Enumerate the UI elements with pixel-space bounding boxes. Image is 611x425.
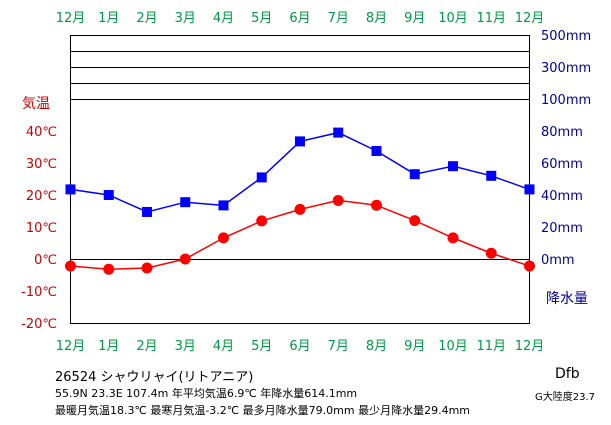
station-stats-line2: 最暖月気温18.3℃ 最寒月気温-3.2℃ 最多月降水量79.0mm 最少月降水… — [55, 404, 470, 417]
month-labels-bottom: 12月 1月 2月 3月 4月 5月 6月 7月 8月 9月 10月 11月 12月 — [56, 339, 545, 354]
precipitation-series — [65, 127, 535, 217]
month-label-bottom: 7月 — [328, 339, 349, 354]
month-label-bottom: 1月 — [98, 339, 119, 354]
month-label-top: 12月 — [515, 11, 545, 26]
temperature-point — [256, 215, 268, 227]
month-label-top: 8月 — [366, 11, 387, 26]
month-label-bottom: 3月 — [175, 339, 196, 354]
month-label-top: 1月 — [98, 11, 119, 26]
left-tick-label: 20℃ — [26, 189, 57, 204]
right-tick-label: 60mm — [541, 157, 583, 172]
month-label-top: 4月 — [213, 11, 234, 26]
right-tick-label: 40mm — [541, 189, 583, 204]
temperature-point — [371, 199, 382, 211]
left-tick-label: 40℃ — [26, 125, 57, 140]
month-label-bottom: 2月 — [136, 339, 157, 354]
month-labels-top: 12月 1月 2月 3月 4月 5月 6月 7月 8月 9月 10月 11月 12月 — [56, 11, 545, 26]
month-label-bottom: 6月 — [289, 339, 310, 354]
precipitation-point — [524, 184, 535, 195]
temperature-point — [141, 262, 153, 274]
precipitation-point — [333, 127, 344, 138]
precipitation-point — [65, 184, 76, 195]
precipitation-point — [295, 136, 305, 147]
month-label-bottom: 12月 — [515, 339, 545, 354]
grid-lines — [70, 35, 530, 260]
temperature-point — [65, 260, 76, 272]
left-tick-label: 10℃ — [26, 221, 57, 236]
month-label-top: 6月 — [289, 11, 310, 26]
right-tick-label: 0mm — [541, 253, 575, 268]
month-label-bottom: 8月 — [366, 339, 387, 354]
left-axis-ticks: 40℃ 30℃ 20℃ 10℃ 0℃ -10℃ -20℃ — [21, 125, 57, 332]
left-axis-title: 気温 — [22, 96, 50, 112]
temperature-series — [65, 194, 535, 275]
precipitation-point — [142, 206, 152, 217]
precipitation-point — [103, 190, 114, 200]
continentality: G大陸度23.7 — [535, 392, 596, 403]
right-tick-label: 20mm — [541, 221, 583, 236]
month-label-top: 12月 — [56, 11, 86, 26]
right-axis-ticks: 0mm 20mm 40mm 60mm 80mm 100mm 300mm 500mm — [541, 29, 591, 268]
month-label-bottom: 11月 — [476, 339, 506, 354]
left-tick-label: 30℃ — [26, 157, 57, 172]
temperature-point — [103, 263, 115, 275]
month-label-top: 5月 — [251, 11, 272, 26]
right-tick-label: 300mm — [541, 61, 591, 76]
month-label-top: 7月 — [328, 11, 349, 26]
temperature-point — [524, 260, 535, 272]
precipitation-point — [256, 172, 267, 183]
temperature-point — [179, 253, 191, 265]
month-label-bottom: 9月 — [404, 339, 425, 354]
temperature-point — [409, 215, 421, 227]
precipitation-point — [409, 169, 420, 180]
month-label-top: 10月 — [438, 11, 468, 26]
left-tick-label: -10℃ — [21, 285, 57, 300]
month-label-bottom: 5月 — [251, 339, 272, 354]
month-label-top: 2月 — [136, 11, 157, 26]
plot-area-frame — [70, 35, 530, 324]
month-label-top: 9月 — [404, 11, 425, 26]
precipitation-point — [180, 197, 191, 208]
station-name: 26524 シャウリャイ(リトアニア) — [55, 370, 254, 385]
month-label-bottom: 4月 — [213, 339, 234, 354]
left-tick-label: -20℃ — [21, 317, 57, 332]
climate-class: Dfb — [555, 366, 580, 382]
temperature-point — [447, 232, 459, 244]
right-axis-title: 降水量 — [546, 291, 588, 307]
month-label-top: 11月 — [476, 11, 506, 26]
precipitation-point — [486, 170, 497, 181]
precipitation-point — [371, 146, 382, 156]
right-tick-label: 80mm — [541, 125, 583, 140]
month-label-top: 3月 — [175, 11, 196, 26]
right-tick-label: 500mm — [541, 29, 591, 44]
precipitation-point — [448, 161, 458, 172]
temperature-point — [218, 232, 229, 244]
month-label-bottom: 12月 — [56, 339, 86, 354]
temperature-point — [294, 203, 306, 215]
right-tick-label: 100mm — [541, 93, 591, 108]
precipitation-point — [218, 200, 229, 211]
temperature-point — [485, 247, 497, 259]
left-tick-label: 0℃ — [34, 253, 57, 268]
temperature-point — [332, 194, 344, 206]
month-label-bottom: 10月 — [438, 339, 468, 354]
station-stats-line1: 55.9N 23.3E 107.4m 年平均気温6.9℃ 年降水量614.1mm — [55, 387, 358, 400]
